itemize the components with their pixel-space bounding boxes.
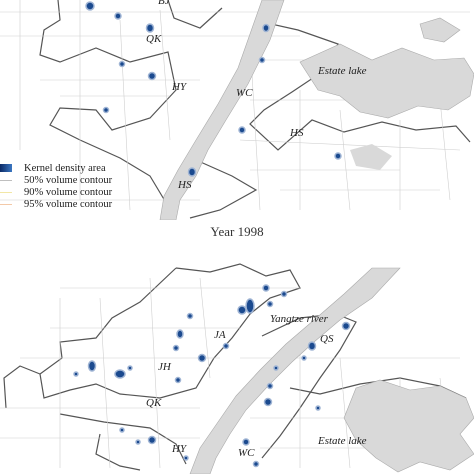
hotspot <box>114 369 126 379</box>
hotspot <box>238 126 246 134</box>
hotspot <box>266 300 274 308</box>
district-label-qk: QK <box>146 397 162 409</box>
panel-caption: Year 1998 <box>210 224 264 239</box>
district-label-bj: BJ <box>158 0 171 7</box>
district-label-hy: HY <box>171 443 188 455</box>
hotspot <box>266 382 274 390</box>
legend-swatch <box>0 164 12 172</box>
hotspot <box>262 23 270 33</box>
hotspot <box>145 23 155 33</box>
district-label-ja: JA <box>214 329 226 341</box>
estate-lake <box>343 379 474 473</box>
hotspot <box>183 455 189 461</box>
hotspot <box>114 12 122 20</box>
district-label-qs: QS <box>320 333 334 345</box>
hotspot <box>242 438 250 446</box>
district-label-hy: HY <box>171 81 188 93</box>
legend-label: 90% volume contour <box>24 186 113 198</box>
hotspot <box>127 365 133 371</box>
district-label-wc: WC <box>236 87 253 99</box>
hotspot <box>87 360 97 372</box>
road-network <box>0 0 470 211</box>
hotspot <box>341 321 351 331</box>
hotspot <box>186 312 194 320</box>
hotspot <box>85 1 95 11</box>
legend-swatch <box>0 179 12 181</box>
hotspots <box>73 284 351 468</box>
legend-label: 95% volume contour <box>24 198 113 210</box>
hotspots <box>85 1 342 177</box>
hotspot <box>102 106 110 114</box>
river-label-yangtze: Yangtze river <box>270 313 329 325</box>
hotspot <box>174 376 182 384</box>
legend-label: Kernel density area <box>24 162 106 174</box>
map-panel-bottom: JA Yangtze river QS JH QK HY WC Estate l… <box>0 263 474 474</box>
district-label-jh: JH <box>158 361 172 373</box>
estate-lake <box>299 17 474 119</box>
hotspot <box>307 341 317 351</box>
hotspot <box>301 355 307 361</box>
legend-item-90: 90% volume contour <box>0 186 140 198</box>
legend-item-95: 95% volume contour <box>0 198 140 210</box>
district-boundary <box>39 0 471 219</box>
hotspot <box>258 56 266 64</box>
map-panel-top: BJ QK HY WC HS HS Estate lake <box>0 0 474 220</box>
district-label-hs-south: HS <box>177 179 192 191</box>
hotspot <box>222 342 230 350</box>
lake-label-estate: Estate lake <box>317 435 367 447</box>
hotspot <box>135 439 141 445</box>
district-label-hs: HS <box>289 127 304 139</box>
hotspot <box>118 60 126 68</box>
hotspot <box>334 152 342 160</box>
hotspot <box>73 371 79 377</box>
hotspot <box>119 427 125 433</box>
hotspot <box>252 460 260 468</box>
yangtze-river <box>159 0 285 220</box>
hotspot <box>263 397 273 407</box>
hotspot <box>172 344 180 352</box>
hotspot <box>262 284 270 292</box>
lake-label-estate: Estate lake <box>317 65 367 77</box>
legend-item-kde: Kernel density area <box>0 162 140 174</box>
hotspot <box>280 290 288 298</box>
district-label-qk: QK <box>146 33 162 45</box>
legend-swatch <box>0 203 12 205</box>
yangtze-river <box>189 267 401 474</box>
small-lake <box>350 144 392 170</box>
district-label-wc: WC <box>238 447 255 459</box>
hotspot <box>176 329 184 339</box>
hotspot <box>147 71 157 81</box>
legend-label: 50% volume contour <box>24 174 113 186</box>
hotspot <box>315 405 321 411</box>
hotspot <box>147 435 157 445</box>
hotspot <box>273 365 279 371</box>
hotspot <box>197 353 207 363</box>
legend-item-50: 50% volume contour <box>0 174 140 186</box>
hotspot <box>245 298 255 314</box>
legend-swatch <box>0 191 12 193</box>
hotspot <box>237 305 247 315</box>
legend: Kernel density area 50% volume contour 9… <box>0 162 140 210</box>
hotspot <box>187 167 197 177</box>
